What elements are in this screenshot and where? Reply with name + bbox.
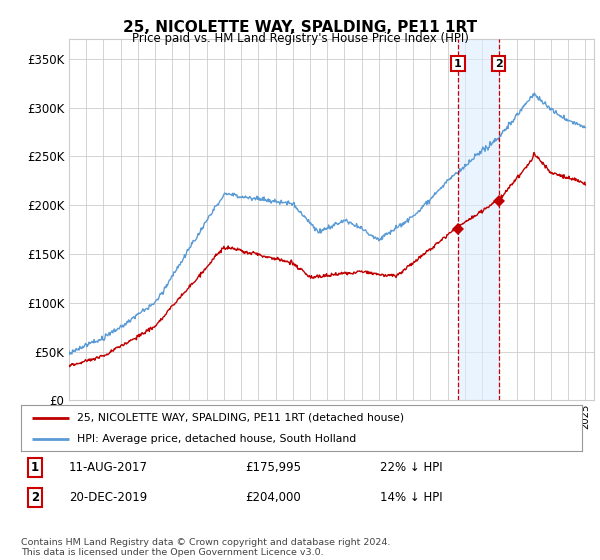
Text: 1: 1 xyxy=(454,59,462,69)
Text: 22% ↓ HPI: 22% ↓ HPI xyxy=(380,461,443,474)
Text: 14% ↓ HPI: 14% ↓ HPI xyxy=(380,491,443,504)
Text: Contains HM Land Registry data © Crown copyright and database right 2024.
This d: Contains HM Land Registry data © Crown c… xyxy=(21,538,391,557)
Text: 25, NICOLETTE WAY, SPALDING, PE11 1RT (detached house): 25, NICOLETTE WAY, SPALDING, PE11 1RT (d… xyxy=(77,413,404,423)
Text: 25, NICOLETTE WAY, SPALDING, PE11 1RT: 25, NICOLETTE WAY, SPALDING, PE11 1RT xyxy=(123,20,477,35)
Text: Price paid vs. HM Land Registry's House Price Index (HPI): Price paid vs. HM Land Registry's House … xyxy=(131,32,469,45)
Text: 2: 2 xyxy=(31,491,39,504)
Bar xyxy=(458,39,499,400)
Text: £204,000: £204,000 xyxy=(245,491,301,504)
Text: 20-DEC-2019: 20-DEC-2019 xyxy=(68,491,147,504)
Text: 11-AUG-2017: 11-AUG-2017 xyxy=(68,461,148,474)
Text: HPI: Average price, detached house, South Holland: HPI: Average price, detached house, Sout… xyxy=(77,435,356,444)
Text: 1: 1 xyxy=(31,461,39,474)
Text: 2: 2 xyxy=(495,59,503,69)
Text: £175,995: £175,995 xyxy=(245,461,301,474)
